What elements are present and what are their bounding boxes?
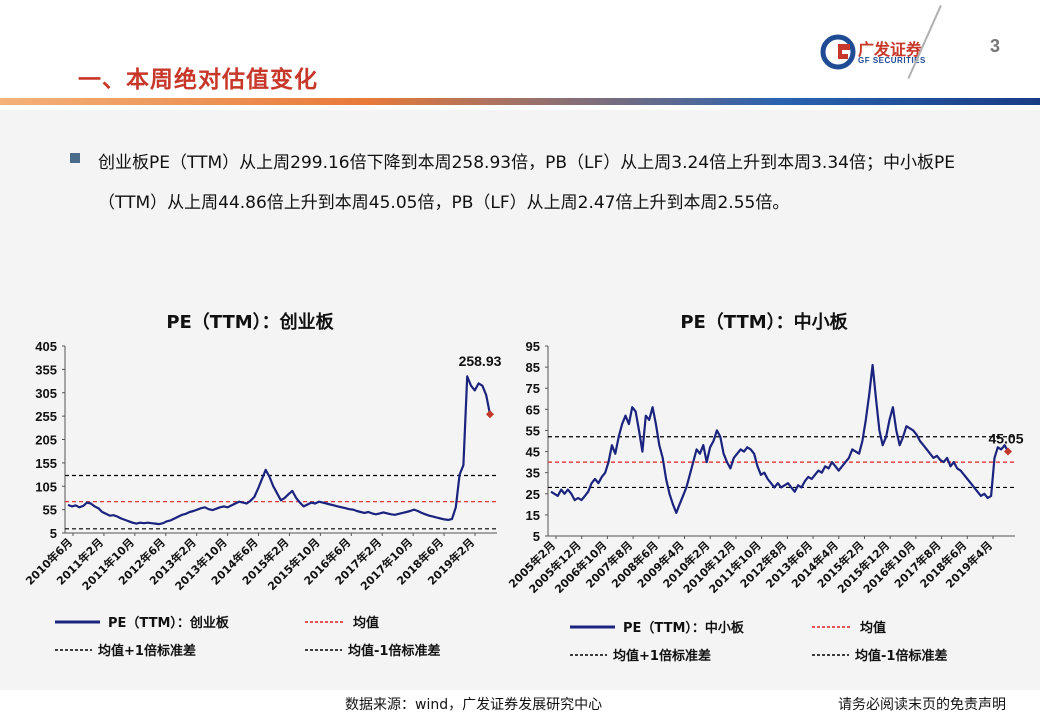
chart-title: PE（TTM）：中小板 (680, 311, 848, 333)
pe-series-line (550, 363, 1009, 514)
content-area (0, 110, 1040, 690)
bullet-square-icon (70, 153, 80, 163)
y-tick-label: 45 (526, 445, 540, 460)
y-tick-label: 5 (50, 526, 57, 541)
chart-title: PE（TTM）：创业板 (166, 311, 334, 333)
slide-title: 一、本周绝对估值变化 (78, 67, 318, 93)
logo-text-en: GF SECURITIES (858, 56, 926, 65)
legend-series-label: PE（TTM）：创业板 (108, 615, 230, 631)
endpoint-marker (1004, 447, 1012, 456)
y-tick-label: 5 (533, 529, 540, 544)
y-tick-label: 25 (526, 487, 540, 502)
y-tick-label: 55 (43, 503, 57, 518)
disclaimer-note: 请务必阅读末页的免责声明 (838, 697, 1006, 713)
y-tick-label: 15 (526, 508, 540, 523)
pe-series-line (67, 375, 492, 526)
summary-paragraph: 创业板PE（TTM）从上周299.16倍下降到本周258.93倍，PB（LF）从… (98, 153, 955, 213)
y-tick-label: 65 (526, 402, 540, 417)
y-tick-label: 205 (35, 433, 57, 448)
page-number: 3 (990, 36, 1001, 56)
y-tick-label: 355 (35, 362, 57, 377)
endpoint-label: 258.93 (459, 353, 502, 369)
title-underline-bar (0, 98, 1040, 105)
legend-plus-label: 均值+1倍标准差 (613, 648, 711, 664)
company-logo: 广发证券 GF SECURITIES (820, 34, 950, 74)
y-tick-label: 85 (526, 360, 540, 375)
legend-series-label: PE（TTM）：中小板 (623, 620, 745, 636)
gf-logo-icon (820, 34, 856, 70)
legend-minus-label: 均值-1倍标准差 (348, 643, 440, 659)
y-tick-label: 405 (35, 339, 57, 354)
slide-header: 一、本周绝对估值变化 广发证券 GF SECURITIES 3 (0, 0, 1040, 110)
y-tick-label: 95 (526, 339, 540, 354)
y-tick-label: 75 (526, 381, 540, 396)
legend-mean-label: 均值 (353, 615, 379, 631)
y-tick-label: 55 (526, 423, 540, 438)
endpoint-label: 45.05 (988, 430, 1023, 446)
y-tick-label: 35 (526, 466, 540, 481)
data-source-note: 数据来源：wind，广发证券发展研究中心 (345, 697, 603, 713)
legend-mean-label: 均值 (860, 620, 886, 636)
logo-text-cn: 广发证券 (858, 40, 923, 59)
y-tick-label: 155 (35, 456, 57, 471)
legend-minus-label: 均值-1倍标准差 (855, 648, 947, 664)
endpoint-marker (486, 410, 494, 419)
y-tick-label: 105 (35, 479, 57, 494)
legend-plus-label: 均值+1倍标准差 (98, 643, 196, 659)
y-tick-label: 255 (35, 409, 57, 424)
y-tick-label: 305 (35, 386, 57, 401)
